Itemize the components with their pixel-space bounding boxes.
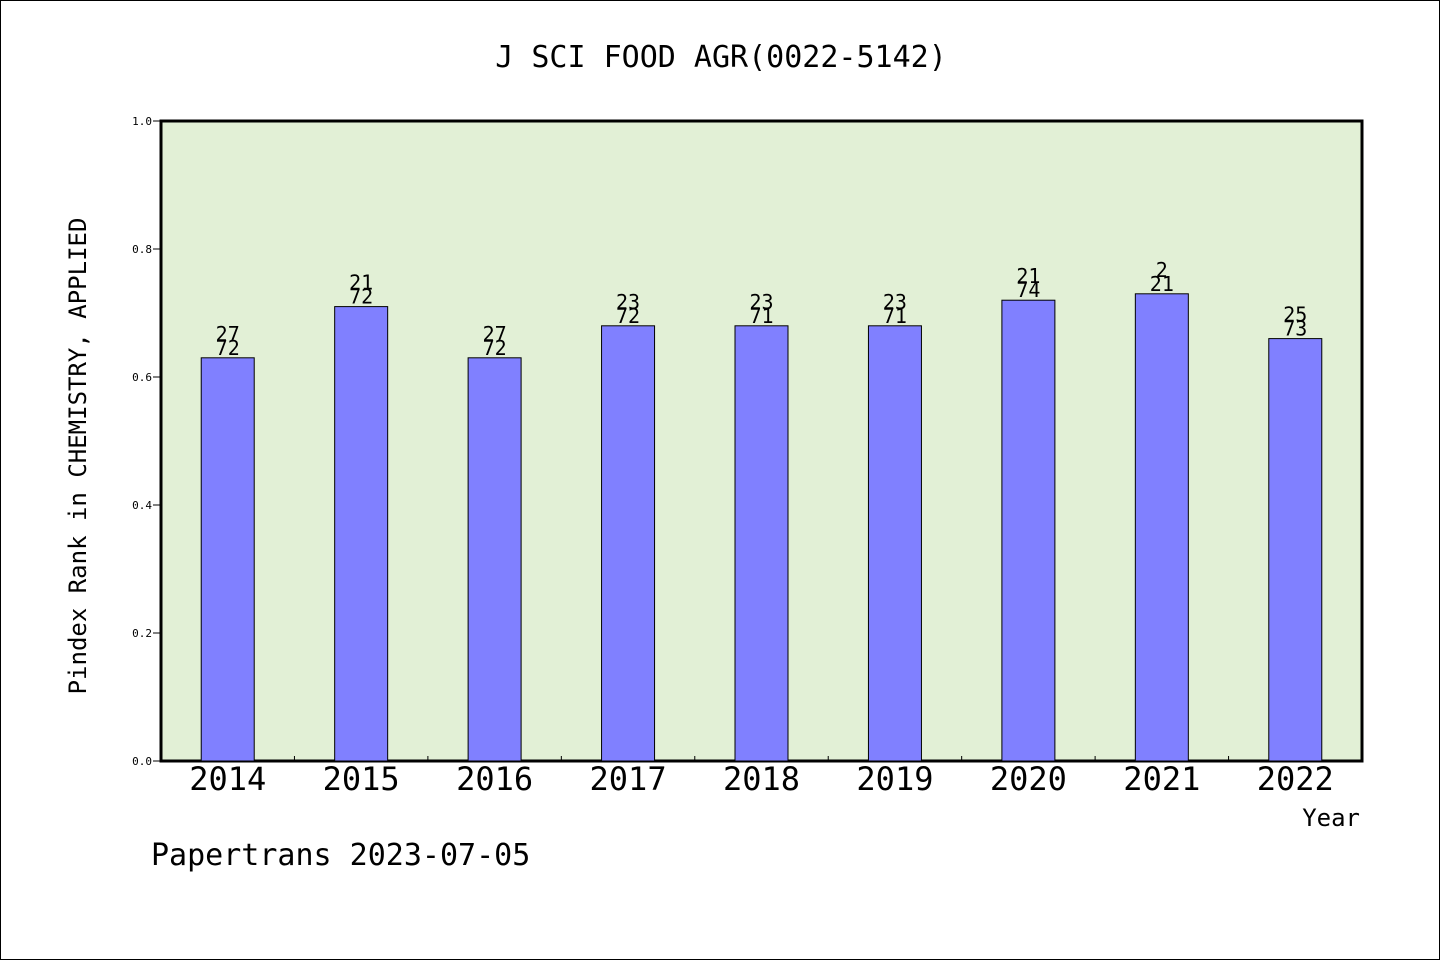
y-axis: 0.0 0.2 0.4 0.6 0.8 1.0 — [132, 115, 161, 768]
y-tick-label-0.4: 0.4 — [132, 499, 152, 512]
bar-label-top-2017: 23 — [616, 290, 640, 314]
y-axis-label: Pindex Rank in CHEMISTRY, APPLIED — [64, 218, 92, 695]
bar-label-top-2018: 23 — [749, 290, 773, 314]
x-tick-label-2021: 2021 — [1123, 760, 1200, 798]
bar-label-top-2014: 27 — [216, 322, 240, 346]
bar-label-bottom-2021: 21 — [1150, 272, 1174, 296]
bar-2015 — [334, 306, 389, 762]
x-tick-label-2017: 2017 — [590, 760, 667, 798]
bar-2021 — [1134, 293, 1189, 762]
y-tick-label-0.0: 0.0 — [132, 755, 152, 768]
footer-stamp: Papertrans 2023-07-05 — [151, 838, 530, 873]
bar-label-bottom-2018: 71 — [749, 304, 773, 328]
bar-2020 — [1001, 299, 1056, 762]
bar-2014 — [200, 357, 255, 762]
x-tick-label-2022: 2022 — [1257, 760, 1334, 798]
bar-label-bottom-2019: 71 — [883, 304, 907, 328]
x-tick-label-2018: 2018 — [723, 760, 800, 798]
chart-title: J SCI FOOD AGR(0022-5142) — [495, 40, 947, 75]
bar-label-bottom-2015: 72 — [349, 285, 373, 309]
bar-label-top-2022: 25 — [1283, 303, 1307, 327]
bar-2019 — [867, 325, 922, 762]
x-axis: 2014 2015 2016 2017 2018 2019 2020 2021 2022 — [189, 756, 1334, 798]
bar-2022 — [1268, 338, 1323, 762]
bar-label-top-2015: 21 — [349, 271, 373, 295]
bar-label-top-2020: 21 — [1016, 264, 1040, 288]
y-tick-label-1.0: 1.0 — [132, 115, 152, 128]
bar-2017 — [601, 325, 656, 762]
bar-label-bottom-2020: 74 — [1016, 278, 1040, 302]
bar-label-top-2016: 27 — [483, 322, 507, 346]
bar-label-top-2019: 23 — [883, 290, 907, 314]
x-axis-label: Year — [1302, 804, 1360, 832]
bar-2018 — [734, 325, 789, 762]
x-tick-label-2020: 2020 — [990, 760, 1067, 798]
bars-group — [200, 293, 1323, 762]
bar-label-bottom-2022: 73 — [1283, 317, 1307, 341]
x-tick-label-2019: 2019 — [856, 760, 933, 798]
bar-2016 — [467, 357, 522, 762]
bar-label-top-2021: 2 — [1156, 258, 1168, 282]
y-tick-label-0.2: 0.2 — [132, 627, 152, 640]
bar-label-bottom-2014: 72 — [216, 336, 240, 360]
y-tick-label-0.8: 0.8 — [132, 243, 152, 256]
x-tick-label-2014: 2014 — [189, 760, 266, 798]
x-tick-label-2016: 2016 — [456, 760, 533, 798]
bar-label-bottom-2016: 72 — [483, 336, 507, 360]
bar-label-bottom-2017: 72 — [616, 304, 640, 328]
y-tick-label-0.6: 0.6 — [132, 371, 152, 384]
x-tick-label-2015: 2015 — [323, 760, 400, 798]
